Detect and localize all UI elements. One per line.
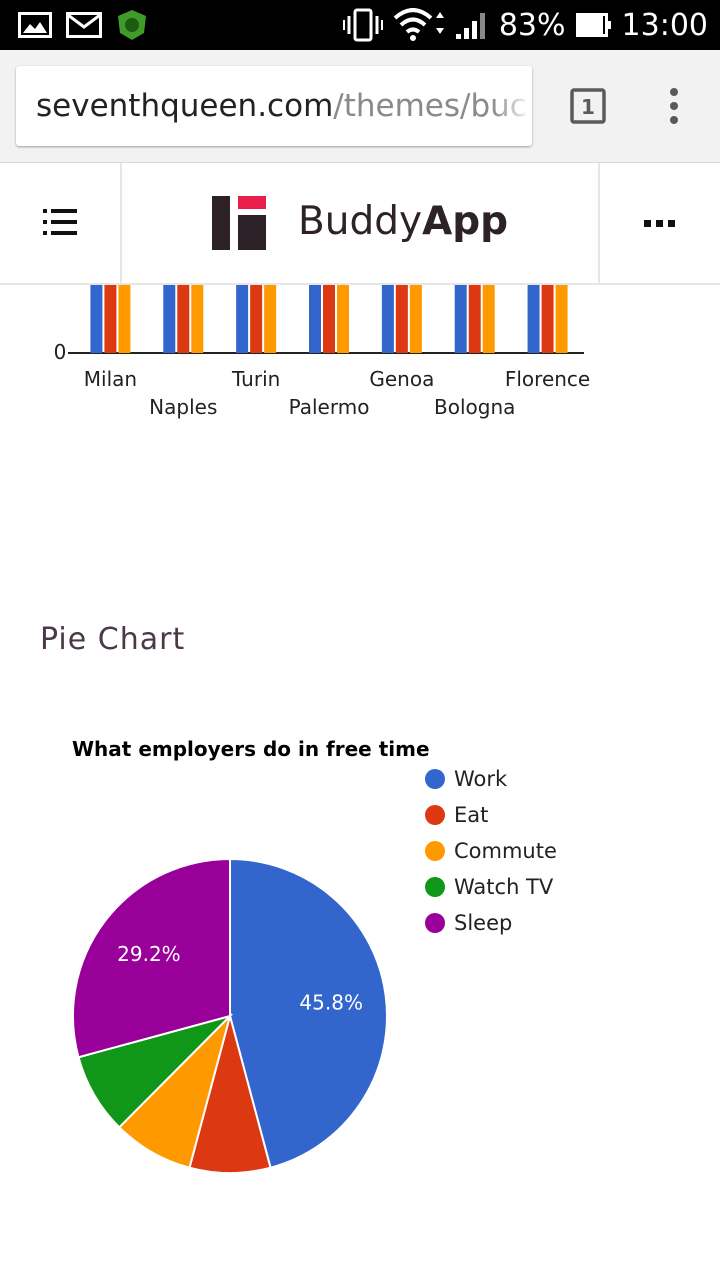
pie-section-heading: Pie Chart <box>40 622 186 657</box>
lion-shield-icon <box>118 10 146 40</box>
tab-switcher-button[interactable]: 1 <box>570 88 606 124</box>
x-tick-label: Bologna <box>434 395 515 419</box>
bar-florence-1 <box>527 285 540 353</box>
pie-data-label: 29.2% <box>117 942 181 966</box>
bar-turin-3 <box>264 285 277 353</box>
vibrate-icon <box>342 8 383 42</box>
app-header: BuddyApp <box>0 163 720 285</box>
bar-palermo-1 <box>309 285 321 353</box>
status-bar: 83% 13:00 <box>0 0 720 50</box>
brand-name-bold: App <box>422 199 509 244</box>
legend-label[interactable]: Sleep <box>454 911 512 935</box>
bar-naples-2 <box>177 285 190 353</box>
pie-slice-sleep[interactable] <box>72 857 231 1059</box>
x-tick-label: Milan <box>84 367 137 391</box>
y-axis-tick-label: 0 <box>54 340 67 364</box>
wifi-icon <box>393 8 444 41</box>
browser-menu-button[interactable] <box>664 86 684 126</box>
bar-genoa-2 <box>395 285 408 353</box>
bar-palermo-2 <box>323 285 335 353</box>
brand-name[interactable]: BuddyApp <box>298 163 508 283</box>
pie-data-label: 45.8% <box>299 991 363 1015</box>
url-text[interactable]: seventhqueen.com/themes/buc <box>36 66 527 146</box>
battery-percent: 83% <box>498 7 566 43</box>
bar-milan-1 <box>90 285 103 353</box>
x-tick-label: Florence <box>505 367 590 391</box>
mail-icon <box>66 12 102 38</box>
bar-florence-3 <box>555 285 568 353</box>
bar-naples-1 <box>163 285 176 353</box>
legend-swatch <box>425 769 445 789</box>
legend-swatch <box>425 913 445 933</box>
clock: 13:00 <box>621 7 708 43</box>
bar-genoa-1 <box>381 285 394 353</box>
pie-chart: What employers do in free time 45.8% 29.2… <box>72 737 557 1174</box>
brand-name-light: Buddy <box>298 199 423 244</box>
legend-label[interactable]: Commute <box>454 839 557 863</box>
legend-label[interactable]: Work <box>454 767 508 791</box>
legend-label[interactable]: Watch TV <box>454 875 554 899</box>
bar-turin-2 <box>250 285 263 353</box>
x-tick-label: Genoa <box>369 367 434 391</box>
browser-toolbar: seventhqueen.com/themes/buc 1 <box>0 50 720 163</box>
bar-florence-2 <box>541 285 554 353</box>
bar-milan-2 <box>104 285 117 353</box>
picture-icon <box>18 12 52 38</box>
tab-count: 1 <box>581 95 595 119</box>
bar-bologna-1 <box>454 285 467 353</box>
legend-swatch <box>425 805 445 825</box>
bar-turin-1 <box>236 285 249 353</box>
bar-bologna-2 <box>468 285 481 353</box>
battery-icon <box>575 13 611 37</box>
buddyapp-logo <box>212 196 266 250</box>
url-host: seventhqueen.com <box>36 88 334 124</box>
url-fade <box>492 66 532 146</box>
x-tick-label: Palermo <box>289 395 370 419</box>
x-tick-label: Naples <box>149 395 217 419</box>
pie-chart-title: What employers do in free time <box>72 737 430 761</box>
legend-swatch <box>425 877 445 897</box>
bar-bologna-3 <box>482 285 495 353</box>
more-dots-icon <box>644 220 675 227</box>
legend-label[interactable]: Eat <box>454 803 488 827</box>
legend-swatch <box>425 841 445 861</box>
sidebar-toggle-button[interactable] <box>0 163 122 283</box>
bar-palermo-3 <box>337 285 349 353</box>
pie-slice-work[interactable] <box>229 857 388 1169</box>
bar-genoa-3 <box>409 285 422 353</box>
more-options-button[interactable] <box>598 163 720 283</box>
signal-icon <box>455 13 485 39</box>
bar-naples-3 <box>191 285 204 353</box>
x-tick-label: Turin <box>231 367 280 391</box>
url-bar[interactable]: seventhqueen.com/themes/buc <box>16 66 532 146</box>
list-menu-icon <box>43 209 77 235</box>
bar-milan-3 <box>118 285 131 353</box>
